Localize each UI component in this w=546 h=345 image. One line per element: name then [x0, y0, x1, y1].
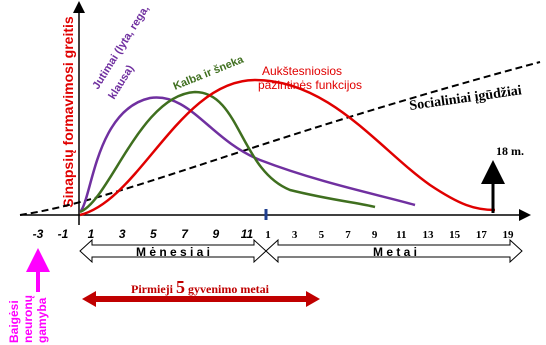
month-tick-label: 1 [88, 227, 95, 241]
month-tick-label: 5 [150, 227, 157, 241]
neuron-label: Baigėsi [7, 300, 21, 343]
first-years-label: Pirmieji 5 gyvenimo metai [131, 277, 270, 297]
period-label: M ė n e s i a i [136, 245, 210, 259]
year-tick-label: 7 [345, 229, 351, 241]
cognitive-curve [79, 78, 496, 217]
year-tick-label: 17 [476, 229, 488, 241]
year-tick-label: 11 [396, 229, 406, 241]
year-tick-label: 9 [372, 229, 378, 241]
curve-label: Socialiniai įgūdžiai [408, 83, 522, 114]
year-tick-label: 15 [449, 229, 461, 241]
curve-label: pažintinės funkcijos [258, 78, 362, 92]
language-curve [79, 90, 376, 214]
year-tick-label: 1 [265, 229, 271, 241]
year-tick-label: 5 [319, 229, 325, 241]
year-tick-label: 3 [292, 229, 298, 241]
month-tick-label: 3 [119, 227, 126, 241]
neuron-label: neuronų [21, 295, 35, 343]
neuron-label: gamyba [35, 297, 49, 343]
curve-label: Kalba ir šneka [172, 53, 246, 92]
year-tick-label: 13 [423, 229, 435, 241]
month-tick-label: 9 [212, 227, 219, 241]
social-curve [19, 61, 541, 216]
age-label: 18 m. [496, 144, 524, 158]
tick-label: -3 [33, 227, 44, 241]
years-arrow [265, 238, 523, 264]
tick-label: -1 [58, 227, 69, 241]
year-tick-label: 19 [503, 229, 515, 241]
y-axis-label: Sinapsių formavimosi greitis [60, 16, 76, 208]
month-tick-label: 7 [181, 227, 189, 241]
month-tick-label: 11 [241, 227, 254, 241]
senses-curve [78, 96, 416, 213]
curve-label: Aukštesniosios [262, 64, 342, 78]
first-years-arrow [82, 291, 320, 307]
period-label: M e t a i [373, 245, 417, 259]
